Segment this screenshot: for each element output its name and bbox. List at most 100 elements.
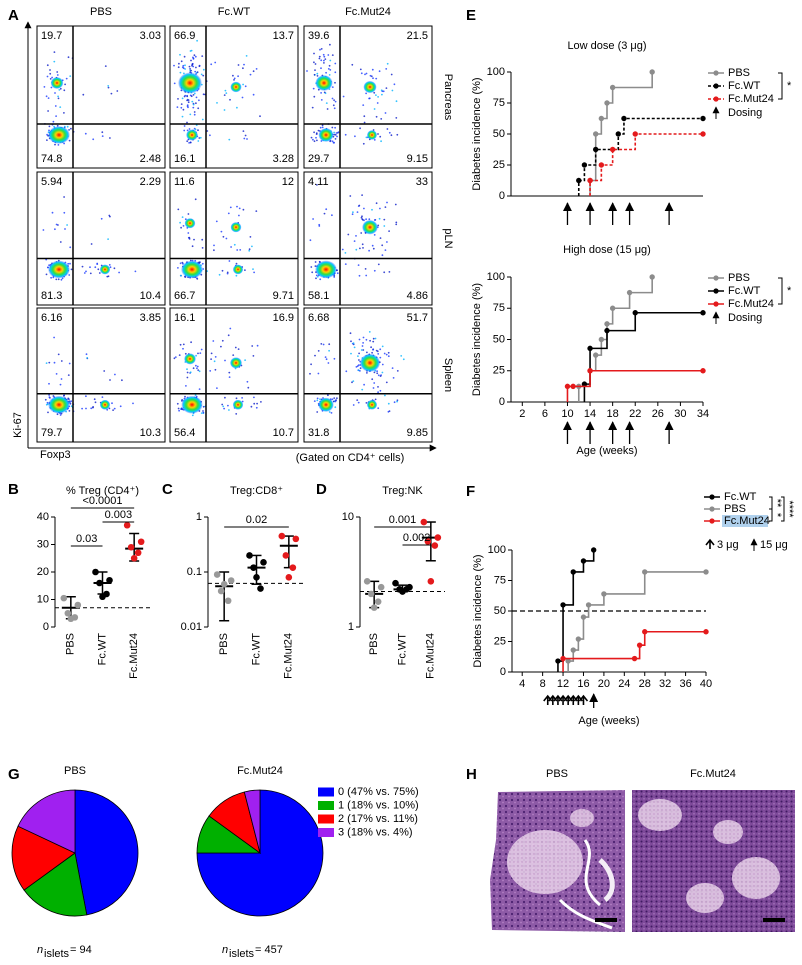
dosing-chevron — [578, 694, 589, 705]
event-dot — [235, 262, 238, 265]
event-dot — [59, 383, 62, 386]
event-dot — [242, 83, 245, 86]
quadrant-percent: 81.3 — [41, 290, 62, 302]
event-dot — [316, 184, 318, 186]
event-dot — [197, 129, 199, 132]
density-core — [48, 260, 70, 279]
event-dot — [173, 357, 176, 360]
event-dot — [372, 247, 375, 250]
density-core — [184, 353, 196, 365]
event-dot — [383, 225, 386, 227]
event-dot — [358, 352, 360, 355]
event-dot — [400, 355, 403, 357]
event-dot — [132, 402, 134, 405]
event-dot — [391, 367, 394, 369]
event-dot — [233, 77, 236, 80]
event-dot — [381, 371, 384, 374]
event-dot — [66, 224, 68, 226]
event-dot — [332, 141, 335, 144]
event-dot — [344, 263, 347, 265]
event-dot — [249, 236, 252, 238]
event-dot — [327, 68, 330, 70]
step-marker — [626, 289, 633, 296]
event-dot — [352, 211, 354, 214]
event-dot — [57, 95, 59, 98]
event-dot — [198, 388, 201, 390]
data-point — [260, 559, 267, 566]
event-dot — [314, 261, 317, 263]
step-marker — [700, 368, 706, 374]
x-tick-label: 22 — [629, 408, 641, 420]
event-dot — [362, 104, 365, 106]
step-marker — [601, 591, 607, 597]
panel-label: G — [8, 766, 20, 783]
event-dot — [373, 139, 376, 141]
event-dot — [395, 223, 398, 226]
event-dot — [313, 140, 316, 143]
event-dot — [358, 274, 361, 277]
legend-swatch — [318, 814, 334, 824]
event-dot — [360, 232, 363, 234]
event-dot — [215, 220, 218, 223]
y-axis-label: Diabetes incidence (%) — [471, 77, 483, 190]
plot-frame — [304, 172, 432, 305]
event-dot — [359, 127, 361, 130]
event-dot — [107, 86, 110, 89]
event-dot — [183, 129, 186, 132]
event-dot — [375, 202, 378, 205]
event-dot — [224, 359, 226, 362]
density-core — [229, 357, 243, 369]
event-dot — [319, 48, 321, 51]
event-dot — [246, 138, 248, 140]
density-core — [318, 397, 334, 412]
event-dot — [193, 238, 195, 241]
event-dot — [113, 407, 116, 410]
event-dot — [201, 55, 204, 57]
event-dot — [317, 372, 320, 375]
quadrant-percent: 9.71 — [273, 290, 294, 302]
x-tick-label: 24 — [618, 678, 630, 690]
step-marker — [621, 115, 627, 122]
event-dot — [214, 61, 217, 64]
x-tick-label: 28 — [639, 678, 651, 690]
data-point — [282, 552, 290, 559]
event-dot — [202, 411, 205, 414]
data-point — [257, 585, 264, 592]
event-dot — [375, 77, 378, 80]
x-axis-label: Age (weeks) — [578, 715, 639, 727]
step-marker — [598, 336, 605, 343]
event-dot — [224, 89, 227, 92]
event-dot — [319, 126, 322, 129]
legend-marker — [713, 96, 719, 102]
event-dot — [52, 395, 55, 397]
event-dot — [368, 97, 371, 100]
event-dot — [194, 55, 197, 58]
legend-label: 2 (17% vs. 11%) — [338, 813, 418, 825]
x-tick-label: Fc.Mut24 — [128, 633, 140, 679]
event-dot — [57, 278, 60, 281]
step-marker — [587, 368, 593, 374]
event-dot — [200, 348, 203, 351]
step-marker — [609, 305, 616, 311]
event-dot — [236, 249, 239, 251]
event-dot — [396, 133, 399, 136]
event-dot — [253, 271, 256, 274]
event-dot — [55, 278, 58, 281]
event-dot — [358, 338, 361, 341]
step-marker — [587, 177, 593, 184]
step-marker — [609, 146, 616, 153]
legend-label: Fc.WT — [728, 285, 761, 297]
event-dot — [178, 409, 181, 412]
quadrant-percent: 3.28 — [273, 153, 294, 165]
event-dot — [190, 49, 193, 52]
quadrant-percent: 79.7 — [41, 427, 62, 439]
event-dot — [333, 131, 335, 134]
chart-title: Treg:CD8⁺ — [230, 485, 283, 497]
legend-swatch — [318, 787, 334, 797]
step-marker — [604, 100, 610, 106]
event-dot — [92, 406, 94, 409]
event-dot — [237, 64, 240, 66]
row-label: Spleen — [442, 358, 454, 392]
density-core — [315, 75, 333, 91]
event-dot — [69, 262, 71, 265]
